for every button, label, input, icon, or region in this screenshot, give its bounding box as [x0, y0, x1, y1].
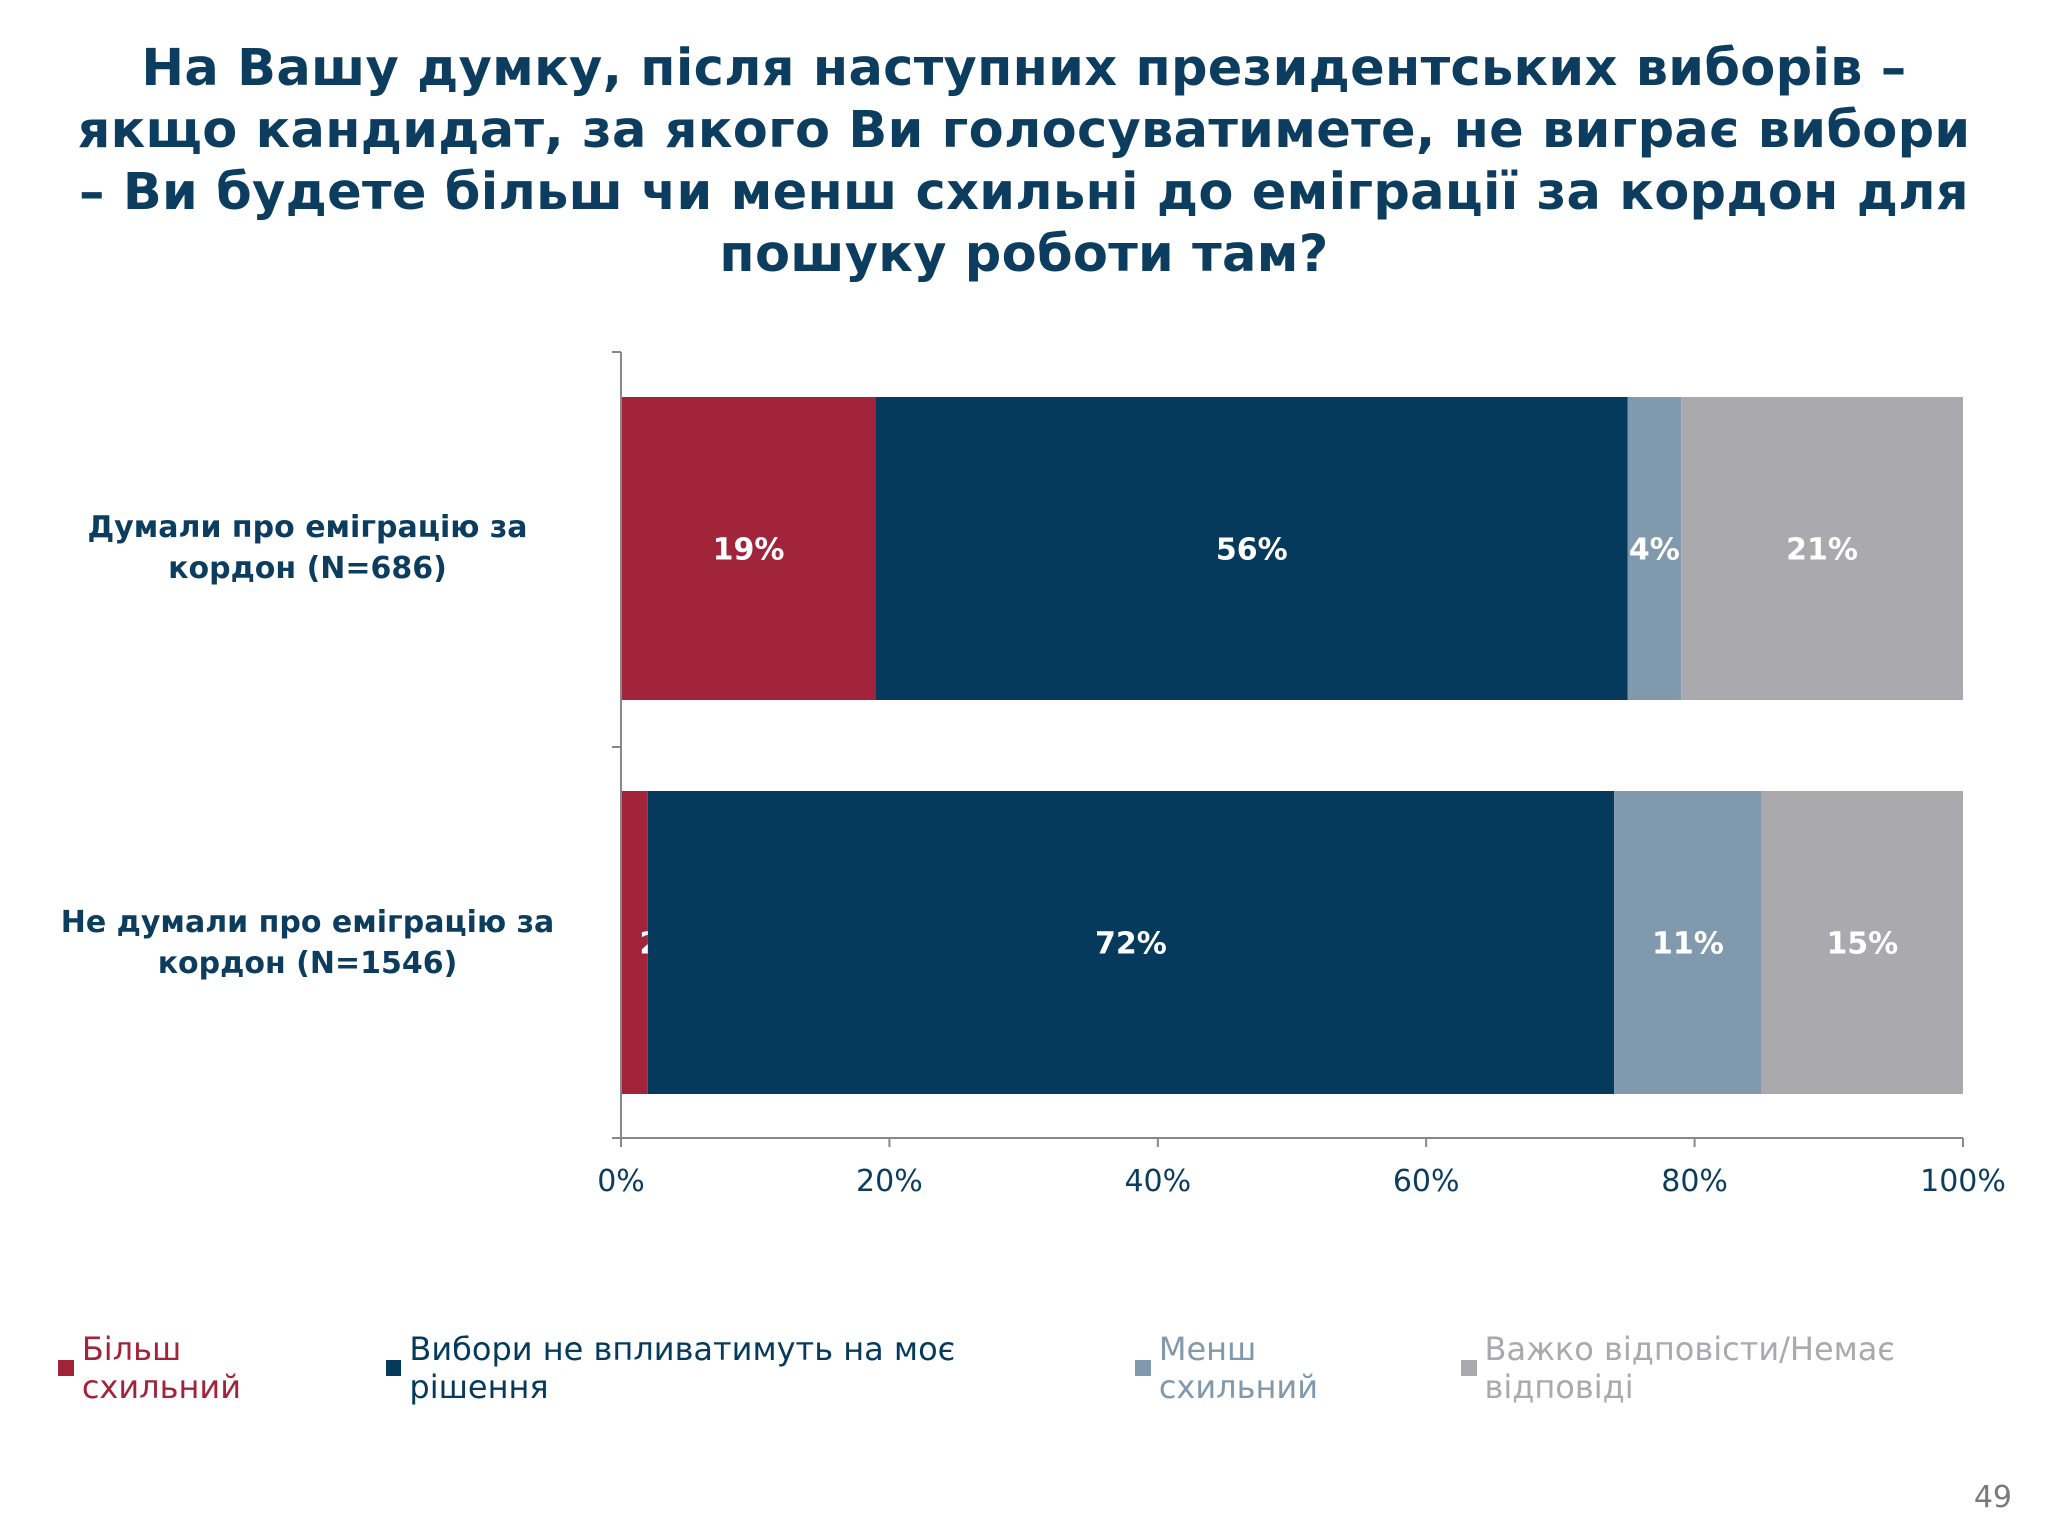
legend-item-hard-to-say: Важко відповісти/Немає відповіді [1460, 1330, 2048, 1406]
data-label: 72% [1095, 927, 1167, 962]
legend-item-less-inclined: Менш схильний [1135, 1330, 1423, 1406]
legend-label: Менш схильний [1158, 1330, 1318, 1406]
category-label-0: Думали про еміграцію за кордон (N=686) [20, 507, 595, 589]
legend-swatch [1135, 1360, 1151, 1376]
bar-segment [875, 397, 1628, 700]
x-tick-label: 100% [1920, 1164, 2006, 1199]
x-tick-label: 0% [597, 1164, 645, 1199]
x-tick-label: 60% [1393, 1164, 1460, 1199]
data-label: 56% [1216, 533, 1288, 568]
data-label: 21% [1786, 533, 1858, 568]
bar-segment [1627, 397, 1682, 700]
legend-item-more-inclined: Більш схильний [58, 1330, 348, 1406]
category-label-text: Думали про еміграцію за кордон (N=686) [87, 510, 528, 586]
page-number: 49 [1973, 1480, 2012, 1515]
category-label-text: Не думали про еміграцію за кордон (N=154… [60, 905, 555, 981]
category-label-1: Не думали про еміграцію за кордон (N=154… [20, 902, 595, 984]
legend-item-no-effect: Вибори не впливатимуть на моє рішення [385, 1330, 1097, 1406]
chart-title: На Вашу думку, після наступних президент… [77, 39, 1971, 284]
legend-label: Більш схильний [81, 1330, 241, 1406]
x-tick-label: 40% [1124, 1164, 1191, 1199]
bar-segment [1614, 791, 1762, 1094]
bar-segment [1761, 791, 1963, 1094]
legend-label: Важко відповісти/Немає відповіді [1484, 1330, 1895, 1406]
data-label: 4% [1629, 533, 1680, 568]
legend-swatch [58, 1360, 74, 1376]
bar-segment [621, 397, 876, 700]
legend-label: Вибори не впливатимуть на моє рішення [409, 1330, 956, 1406]
legend-swatch [1460, 1360, 1477, 1376]
data-label: 19% [713, 533, 785, 568]
x-tick-label: 80% [1661, 1164, 1728, 1199]
bar-segment [647, 791, 1615, 1094]
bar-segment [621, 791, 648, 1094]
chart-legend: Більш схильний Вибори не впливатимуть на… [58, 1330, 2048, 1406]
bar-segment [1681, 397, 1963, 700]
data-label: 11% [1652, 927, 1724, 962]
legend-swatch [385, 1360, 402, 1376]
x-tick-label: 20% [856, 1164, 923, 1199]
data-label: 15% [1826, 927, 1898, 962]
